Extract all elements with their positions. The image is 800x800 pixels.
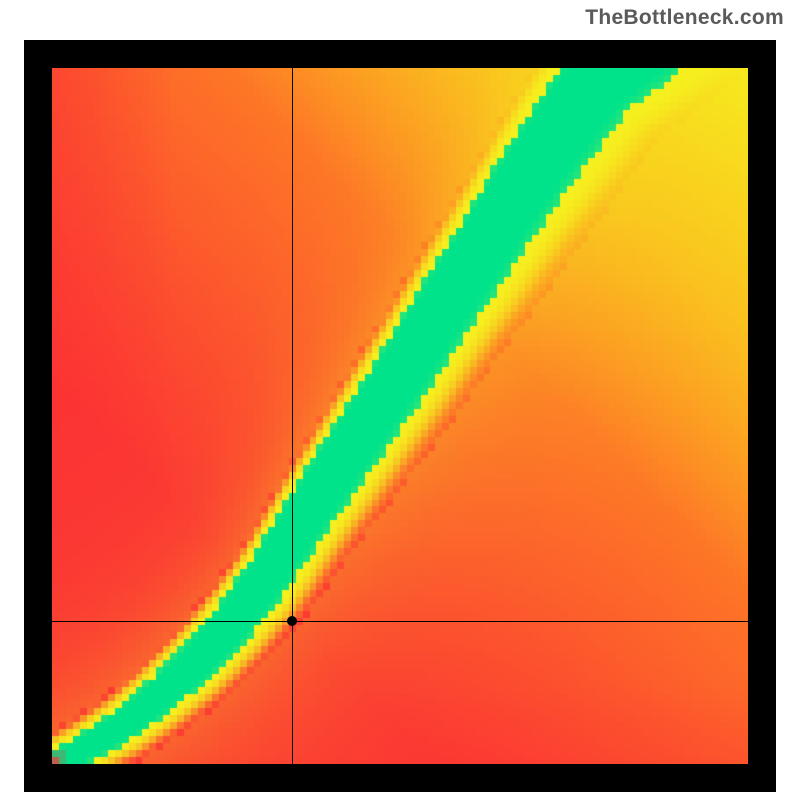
plot-outer-frame <box>24 40 776 792</box>
plot-area <box>52 68 748 764</box>
attribution-text: TheBottleneck.com <box>585 6 784 30</box>
image-root: TheBottleneck.com <box>0 0 800 800</box>
heatmap-canvas <box>52 68 748 764</box>
crosshair-horizontal <box>52 621 748 622</box>
crosshair-vertical <box>292 68 293 764</box>
marker-dot <box>287 616 297 626</box>
